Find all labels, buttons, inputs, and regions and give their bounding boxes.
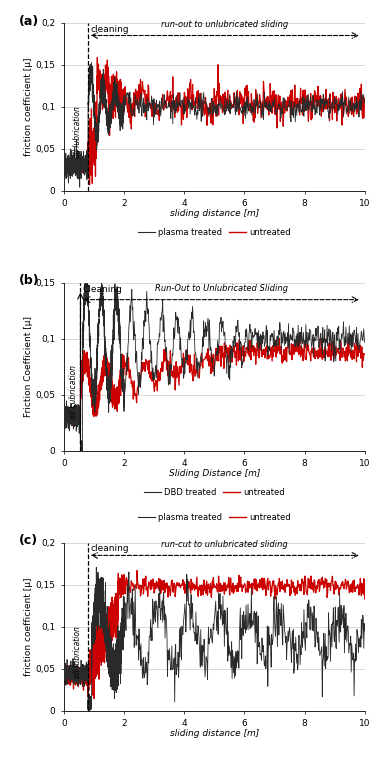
Text: oil Lubrication: oil Lubrication [68, 365, 77, 419]
X-axis label: sliding distance [m]: sliding distance [m] [170, 730, 259, 738]
Text: Cleaning: Cleaning [83, 284, 123, 293]
Text: Run-Out to Unlubricated Sliding: Run-Out to Unlubricated Sliding [155, 284, 288, 293]
Y-axis label: friction coefficient [μ]: friction coefficient [μ] [24, 578, 33, 676]
X-axis label: sliding distance [m]: sliding distance [m] [170, 209, 259, 219]
Text: run-cut to unlubricated sliding: run-cut to unlubricated sliding [161, 539, 288, 549]
Text: (b): (b) [19, 274, 39, 287]
Y-axis label: friction coefficient [μ]: friction coefficient [μ] [24, 57, 33, 156]
Legend: DBD treated, untreated: DBD treated, untreated [141, 484, 288, 500]
Text: (a): (a) [19, 15, 39, 28]
Text: run-out to unlubricated sliding: run-out to unlubricated sliding [161, 20, 288, 29]
Legend: plasma treated, untreated: plasma treated, untreated [135, 510, 294, 525]
Text: (c): (c) [19, 535, 38, 548]
Text: cleaning: cleaning [90, 545, 129, 553]
X-axis label: Sliding Distance [m]: Sliding Distance [m] [168, 469, 260, 478]
Text: oil lubrication: oil lubrication [73, 626, 82, 678]
Text: oil lubrication: oil lubrication [73, 106, 82, 158]
Y-axis label: Friction Coefficient [μ]: Friction Coefficient [μ] [24, 316, 33, 417]
Legend: plasma treated, untreated: plasma treated, untreated [135, 225, 294, 240]
Text: cleaning: cleaning [90, 24, 129, 34]
